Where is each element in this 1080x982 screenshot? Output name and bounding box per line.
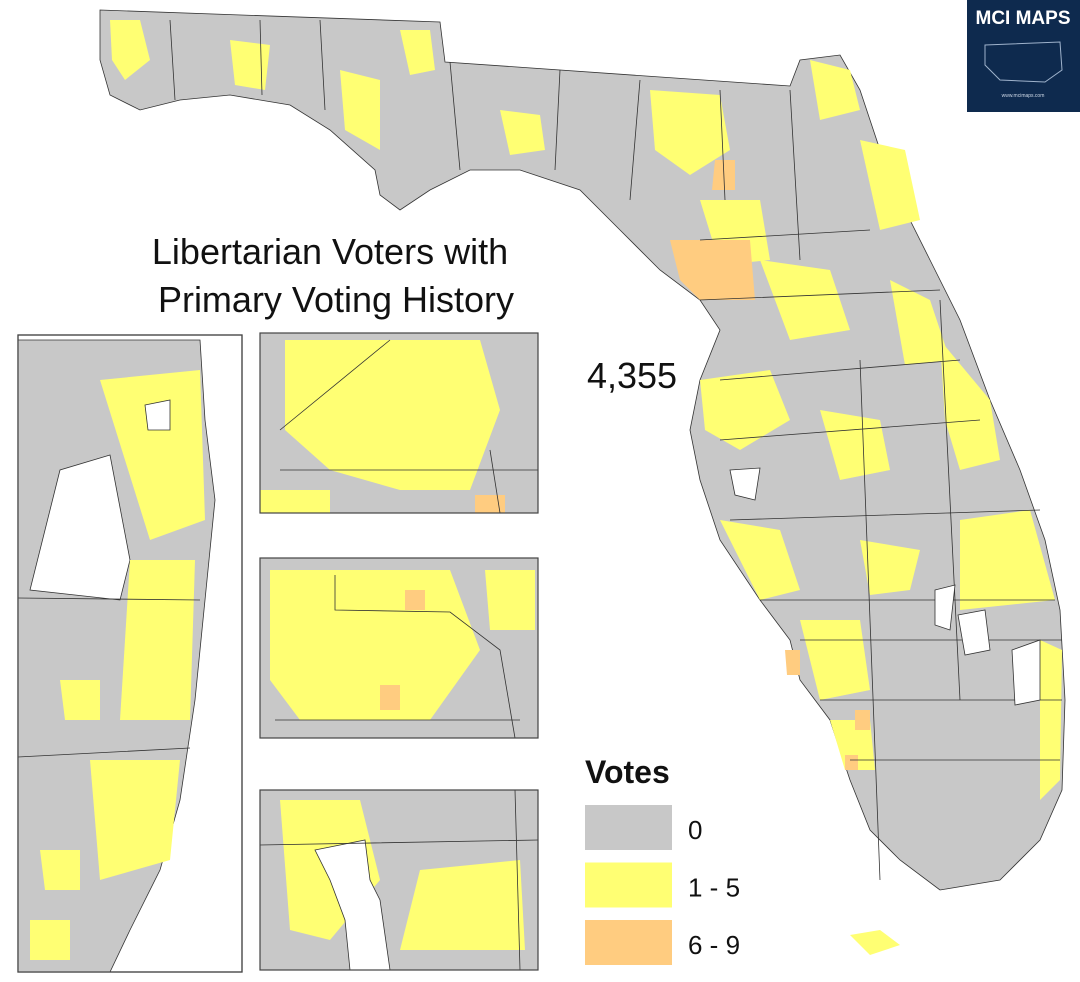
inset-southeast: [17, 334, 243, 973]
legend: Votes 0 1 - 5 6 - 9: [585, 754, 740, 965]
logo-url: www.mcimaps.com: [1002, 93, 1045, 99]
legend-label: 0: [688, 815, 702, 845]
title-line: Primary Voting History: [158, 279, 514, 320]
legend-swatch: [585, 805, 672, 850]
total-count: 4,355: [587, 355, 677, 396]
logo-name: MCI MAPS: [976, 8, 1071, 29]
legend-swatch: [585, 920, 672, 965]
inset-jacksonville: [259, 332, 539, 514]
florida-map: [99, 9, 1066, 955]
legend-swatch: [585, 862, 672, 908]
legend-label: 6 - 9: [688, 930, 740, 960]
legend-label: 1 - 5: [688, 873, 740, 903]
logo: MCI MAPS www.mcimaps.com: [967, 0, 1080, 112]
legend-items: 0 1 - 5 6 - 9: [585, 805, 740, 965]
legend-title: Votes: [585, 754, 670, 790]
inset-tampa: [259, 789, 539, 971]
inset-orlando: [259, 557, 539, 739]
title-line: Libertarian Voters with: [152, 231, 508, 272]
